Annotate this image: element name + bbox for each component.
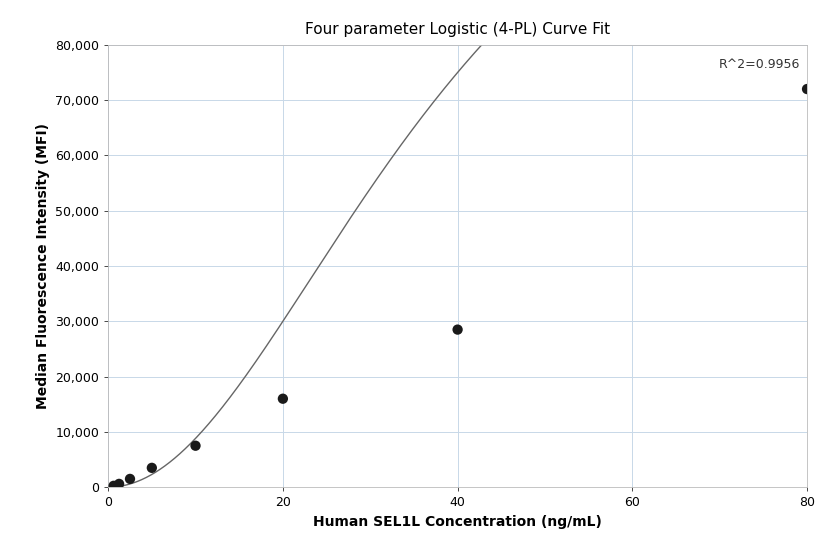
Title: Four parameter Logistic (4-PL) Curve Fit: Four parameter Logistic (4-PL) Curve Fit <box>305 22 610 37</box>
Point <box>189 441 202 450</box>
Point <box>107 482 121 491</box>
Point <box>146 463 159 472</box>
Y-axis label: Median Fluorescence Intensity (MFI): Median Fluorescence Intensity (MFI) <box>36 123 50 409</box>
Point <box>112 479 126 488</box>
Point <box>800 85 814 94</box>
X-axis label: Human SEL1L Concentration (ng/mL): Human SEL1L Concentration (ng/mL) <box>313 515 602 529</box>
Point <box>451 325 464 334</box>
Point <box>276 394 290 403</box>
Point <box>123 474 136 483</box>
Text: R^2=0.9956: R^2=0.9956 <box>719 58 800 71</box>
